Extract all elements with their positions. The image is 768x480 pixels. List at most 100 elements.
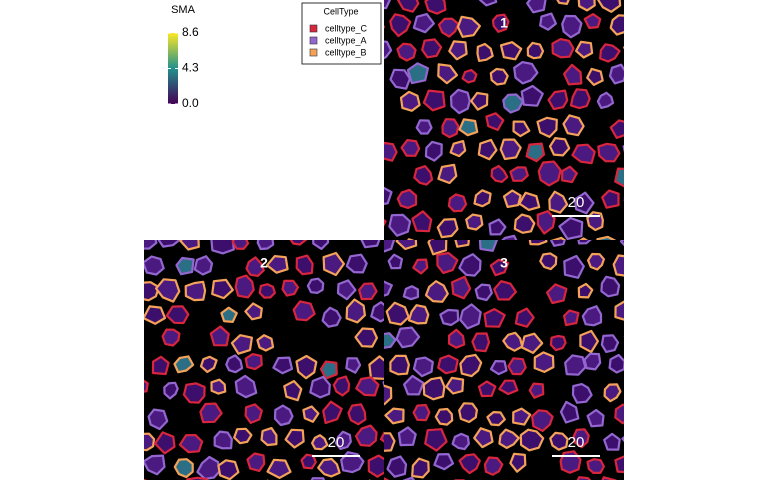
cell [211,278,234,300]
cell [209,325,230,347]
cell [178,434,204,454]
cell [244,403,263,424]
cell [581,305,603,327]
cell [382,380,384,389]
cell [233,427,253,445]
cell [447,193,468,213]
cell [458,453,481,475]
cell [424,140,443,162]
cell [334,430,352,450]
cell [144,240,158,250]
panel-label: 2 [260,255,268,271]
cell [199,402,223,424]
cell [384,40,393,60]
cell [144,255,165,276]
cell [397,426,417,447]
cell [345,253,368,274]
cell [292,300,316,322]
cell [411,457,430,479]
cell [578,237,589,240]
cell [312,240,330,250]
cell [403,374,425,396]
cell [309,375,331,399]
cell [332,375,351,397]
cell [465,213,484,231]
cell [502,93,525,114]
cell [311,434,329,451]
cell [384,384,393,406]
scale-bar-label: 20 [568,194,585,211]
cell [256,240,275,251]
cell [526,0,547,14]
cell [622,145,624,153]
cell [244,302,263,321]
cell [499,41,523,61]
cell [384,0,392,10]
cell [448,40,468,61]
cell [486,411,506,427]
cell [289,240,307,246]
cell [121,406,138,422]
cell [477,380,497,398]
legend-swatch [309,24,318,33]
cell [559,450,582,474]
cell [146,201,165,221]
cell [630,96,644,111]
cell [119,203,140,224]
cell [109,428,130,444]
cell [507,357,527,376]
cell [182,382,206,404]
cell [509,452,527,473]
cell [281,279,300,297]
legend-swatch [309,36,318,45]
cell [596,235,617,240]
cell [396,42,417,62]
cell [502,189,522,208]
cell [577,0,596,12]
cell [528,240,548,246]
cell [559,400,580,424]
cell [478,240,498,252]
cell [389,354,410,376]
cell [336,279,357,301]
cell [367,454,384,478]
colorbar-tick-label: 8.6 [182,25,199,39]
cell [322,251,345,277]
cell [210,240,235,255]
cell [384,280,393,297]
cell [599,43,621,63]
cell [412,13,435,34]
cell [196,455,221,480]
cell [536,210,556,235]
cell [448,328,466,349]
cell [628,383,643,399]
cell [225,354,244,374]
cell [388,213,412,237]
cell [424,428,448,452]
cell [451,275,472,300]
cell [640,214,658,236]
legend-swatch [309,48,318,57]
cell [473,189,492,208]
cell [283,380,303,402]
cell [412,258,429,275]
cell [354,327,378,348]
cell [384,141,398,162]
cell [614,455,624,474]
cell [144,454,166,476]
cell [501,234,518,240]
panel-label: 1 [500,15,508,31]
cell [474,283,493,302]
cell [548,190,569,214]
cell [193,207,215,226]
cell [571,383,593,404]
cell [514,307,535,328]
cell [295,354,318,380]
cell [395,326,421,349]
cell [234,374,258,399]
cell [638,356,656,373]
legend-label: celltype_C [325,23,368,33]
cell [295,254,314,276]
cell [459,353,483,378]
cell [144,379,149,393]
